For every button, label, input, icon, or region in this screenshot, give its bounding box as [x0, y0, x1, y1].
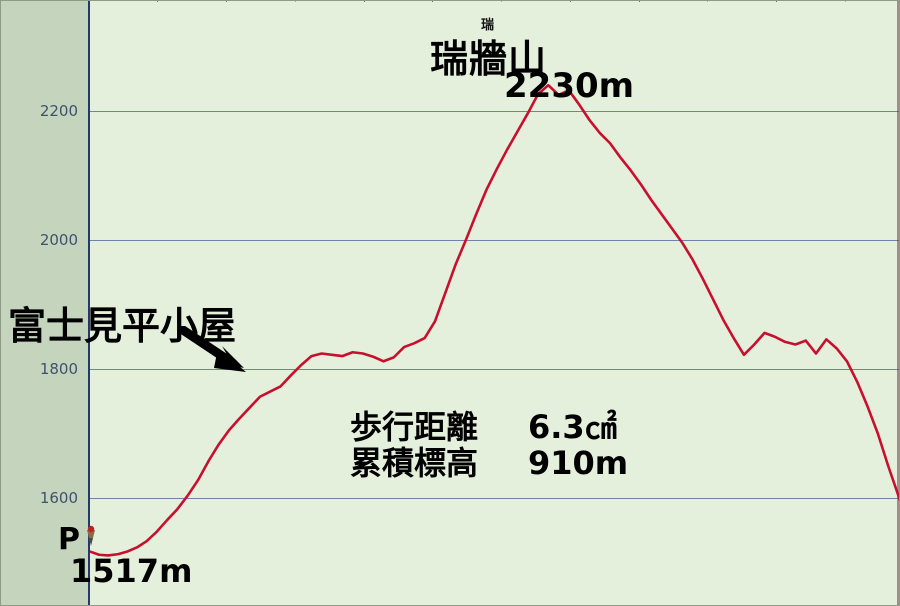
gridline-vertical-9 [707, 0, 708, 605]
y-tick-label-2200: 2200 [39, 102, 78, 120]
stat-row-elevation-gain: 累積標高 910m [350, 443, 629, 482]
trailhead-pin-icon [87, 525, 95, 546]
gridline-vertical-10 [776, 0, 777, 605]
start-elevation-label: 1517m [70, 552, 193, 590]
gridline-horizontal-1600 [90, 498, 899, 499]
plot-right-edge [897, 0, 899, 605]
plot-inner [90, 0, 899, 605]
stat-row-distance: 歩行距離 6.3㎠ [350, 408, 628, 446]
gridline-vertical-3 [295, 0, 296, 605]
gridline-horizontal-1800 [90, 369, 899, 370]
y-tick-label-2000: 2000 [39, 231, 78, 249]
gridline-vertical-2 [226, 0, 227, 605]
gridline-horizontal-2200 [90, 111, 899, 112]
peak-ruby-annotation: 瑞 [481, 18, 495, 33]
parking-marker-label: P [58, 522, 80, 557]
y-tick-label-1600: 1600 [39, 489, 78, 507]
gridline-vertical-5 [432, 0, 433, 605]
gridline-vertical-8 [639, 0, 640, 605]
hut-pointer-arrow [178, 326, 246, 372]
gridline-horizontal-2000 [90, 240, 899, 241]
elevation-gain-value: 910m [528, 443, 629, 482]
elevation-profile-line [90, 83, 899, 557]
gridline-vertical-6 [501, 0, 502, 605]
gridline-vertical-7 [570, 0, 571, 605]
y-tick-label-1800: 1800 [39, 360, 78, 378]
gridline-vertical-11 [845, 0, 846, 605]
distance-value: 6.3㎠ [528, 408, 617, 446]
peak-name-label: 瑞牆山 [430, 37, 548, 81]
peak-elevation-label: 2230m [504, 66, 635, 106]
plot-area [88, 0, 899, 605]
stats-block: 歩行距離 6.3㎠ 累積標高 910m [350, 408, 629, 482]
elevation-gain-label: 累積標高 [350, 443, 479, 482]
gridline-vertical-4 [364, 0, 365, 605]
distance-label: 歩行距離 [350, 408, 479, 446]
gridline-vertical-1 [157, 0, 158, 605]
y-axis: 2200 2000 1800 1600 [0, 0, 88, 606]
